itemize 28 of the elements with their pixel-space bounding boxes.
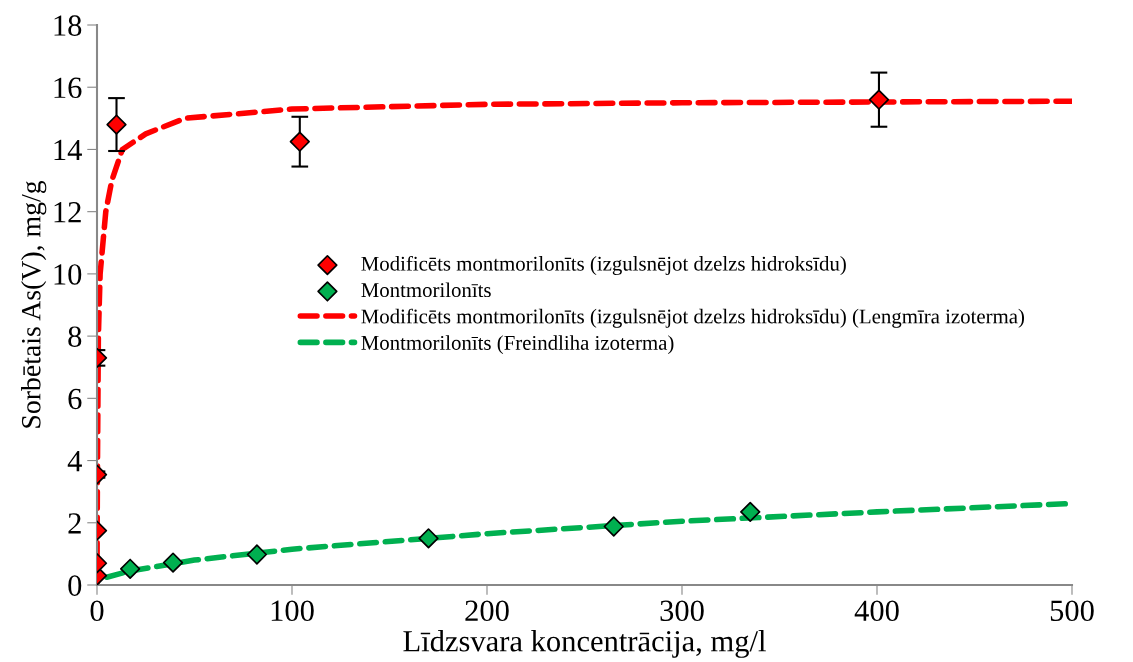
y-tick-label: 14 bbox=[54, 139, 82, 161]
y-tick-label: 8 bbox=[68, 326, 82, 348]
y-axis-title: Sorbētais As(V), mg/g bbox=[21, 180, 47, 428]
legend-label: Montmorilonīts (Freindliha izoterma) bbox=[361, 335, 674, 355]
x-tick-label: 200 bbox=[465, 600, 509, 622]
point bbox=[603, 516, 624, 537]
x-tick-label: 500 bbox=[1050, 600, 1094, 622]
x-tick-label: 0 bbox=[90, 600, 104, 622]
y-tick-label: 12 bbox=[54, 202, 81, 223]
legend-label: Modificēts montmorilonīts (izgulsnējot dzelzs hidroksīdu) (Lengmīra izoterma) bbox=[361, 308, 1025, 328]
point bbox=[162, 552, 184, 573]
y-tick-label: 16 bbox=[54, 77, 82, 99]
point bbox=[740, 501, 761, 523]
point bbox=[119, 558, 141, 579]
point bbox=[418, 528, 439, 549]
x-axis-title: Līdzsvara koncentrācija, mg/l bbox=[403, 630, 766, 658]
x-tick-label: 400 bbox=[854, 600, 899, 622]
x-tick-label: 300 bbox=[660, 600, 704, 622]
y-tick-label: 0 bbox=[68, 575, 82, 596]
y-tick-label: 4 bbox=[67, 451, 82, 472]
y-tick-label: 10 bbox=[54, 264, 82, 285]
legend-label: Montmorilonīts bbox=[361, 282, 491, 298]
y-tick-label: 18 bbox=[54, 15, 82, 36]
point bbox=[246, 544, 268, 565]
legend-label: Modificēts montmorilonīts (izgulsnējot dzelzs hidroksīdu) bbox=[361, 255, 846, 276]
x-tick-label: 100 bbox=[271, 600, 314, 622]
y-tick-label: 2 bbox=[68, 513, 81, 534]
y-tick-label: 6 bbox=[68, 388, 82, 410]
